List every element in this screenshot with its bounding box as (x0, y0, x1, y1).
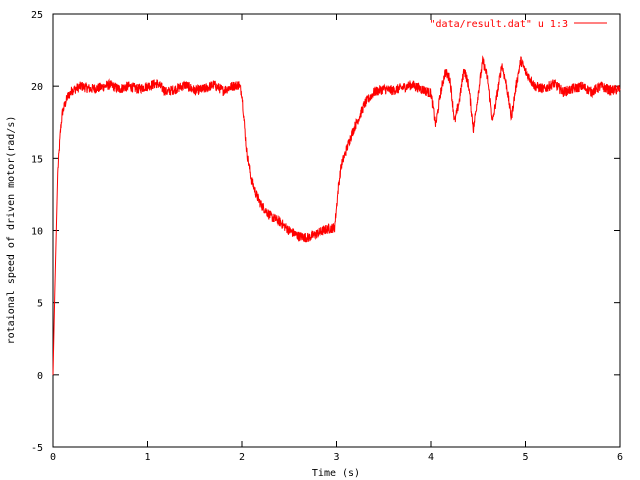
x-tick-labels: 0 1 2 3 4 5 6 (50, 452, 623, 463)
legend: "data/result.dat" u 1:3 (430, 19, 607, 30)
y-tick-label: -5 (31, 443, 43, 454)
x-tick-label: 3 (333, 452, 339, 463)
legend-label: "data/result.dat" u 1:3 (430, 19, 568, 30)
y-tick-label: 15 (31, 154, 43, 165)
y-tick-label: 0 (37, 371, 43, 382)
series-line (52, 55, 621, 375)
plot-frame (52, 13, 621, 448)
x-tick-label: 1 (144, 452, 150, 463)
x-tick-label: 0 (50, 452, 56, 463)
y-tick-label: 20 (31, 82, 43, 93)
y-tick-label: 5 (37, 299, 43, 310)
x-tick-label: 6 (617, 452, 623, 463)
x-tick-label: 2 (239, 452, 245, 463)
x-axis-label: Time (s) (312, 468, 360, 479)
series-group (52, 55, 621, 375)
y-tick-label: 25 (31, 10, 43, 21)
x-tick-label: 5 (522, 452, 528, 463)
y-tick-labels: -5 0 5 10 15 20 25 (31, 10, 43, 454)
x-tick-label: 4 (428, 452, 434, 463)
axis-ticks (52, 13, 621, 448)
y-axis-label: rotaional speed of driven motor(rad/s) (6, 116, 17, 345)
y-tick-label: 10 (31, 227, 43, 238)
